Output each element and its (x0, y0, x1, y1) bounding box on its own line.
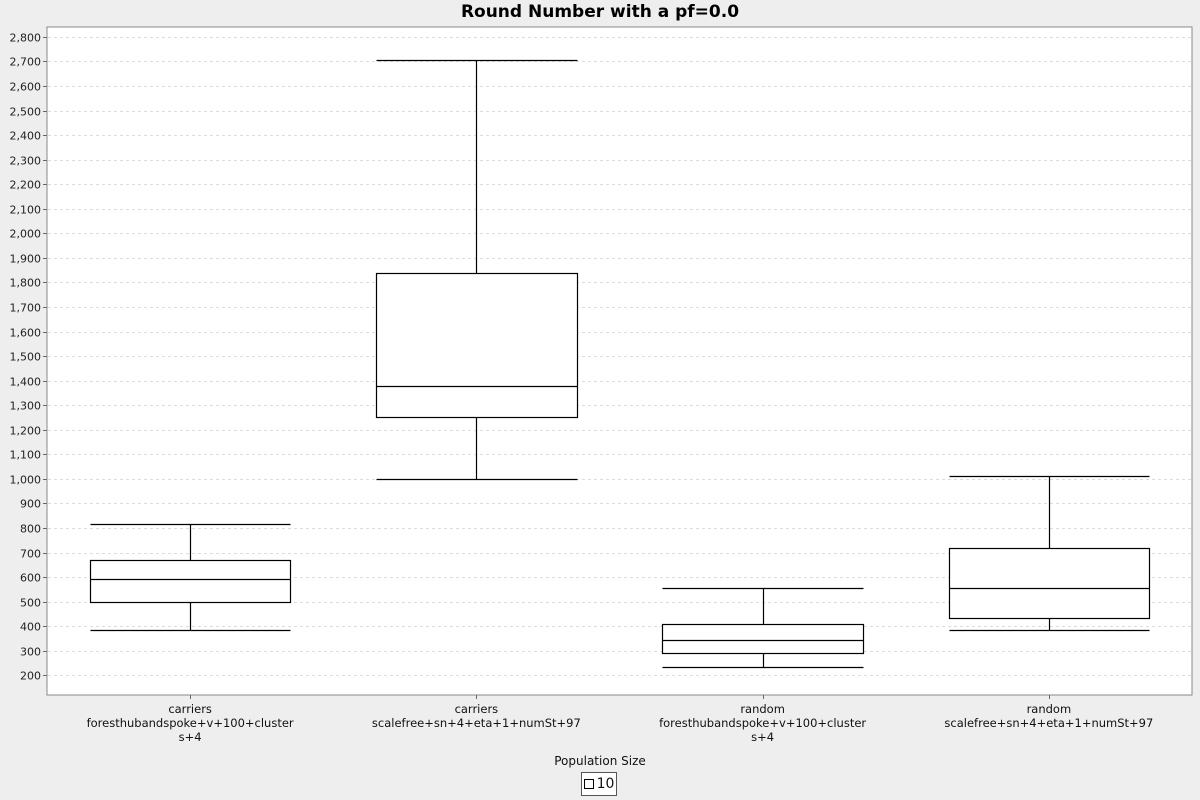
x-category-label: foresthubandspoke+v+100+cluster (87, 716, 294, 730)
y-tick-label: 1,600 (10, 327, 42, 340)
box-2 (375, 59, 579, 481)
box-3 (661, 587, 865, 669)
box-4 (948, 475, 1151, 632)
y-tick-label: 700 (20, 548, 41, 561)
box-1 (89, 523, 292, 632)
gridlines (48, 37, 1191, 676)
x-category-label: s+4 (751, 730, 774, 744)
x-category-label: random (1027, 702, 1072, 716)
y-tick-label: 1,400 (10, 376, 42, 389)
y-tick-label: 400 (20, 621, 41, 634)
box-iqr (948, 547, 1151, 620)
x-category-label: carriers (455, 702, 499, 716)
y-tick-label: 2,700 (10, 56, 42, 69)
y-tick-label: 1,100 (10, 449, 42, 462)
box-iqr (375, 272, 579, 419)
y-tick-label: 900 (20, 498, 41, 511)
y-tick-label: 2,500 (10, 106, 42, 119)
y-tick-label: 300 (20, 646, 41, 659)
legend-title: Population Size (554, 754, 646, 768)
x-axis: carriersforesthubandspoke+v+100+clusters… (87, 695, 1153, 744)
box-iqr (661, 623, 865, 655)
y-tick-label: 2,400 (10, 130, 42, 143)
legend-swatch (583, 779, 594, 789)
y-tick-label: 200 (20, 670, 41, 683)
y-tick-label: 500 (20, 597, 41, 610)
y-tick-label: 1,500 (10, 351, 42, 364)
box-iqr (89, 559, 292, 604)
y-tick-label: 1,700 (10, 302, 42, 315)
x-category-label: scalefree+sn+4+eta+1+numSt+97 (372, 716, 581, 730)
x-category-label: scalefree+sn+4+eta+1+numSt+97 (944, 716, 1153, 730)
y-tick-label: 2,800 (10, 32, 42, 45)
legend: 10 (581, 772, 617, 796)
y-tick-label: 2,300 (10, 155, 42, 168)
y-axis: 200 300 400 500 600 700 800 900 1,000 1,100 1,200 1… (10, 32, 47, 683)
y-tick-label: 600 (20, 572, 41, 585)
chart-title: Round Number with a pf=0.0 (460, 2, 740, 22)
y-tick-label: 2,200 (10, 179, 42, 192)
x-category-label: random (740, 702, 785, 716)
y-tick-label: 1,900 (10, 253, 42, 266)
y-tick-label: 2,600 (10, 81, 42, 94)
y-tick-label: 800 (20, 523, 41, 536)
y-tick-label: 1,300 (10, 400, 42, 413)
y-tick-label: 2,000 (10, 228, 42, 241)
x-category-label: foresthubandspoke+v+100+cluster (659, 716, 866, 730)
y-tick-label: 1,000 (10, 474, 42, 487)
y-tick-label: 1,800 (10, 277, 42, 290)
y-tick-label: 1,200 (10, 425, 42, 438)
y-tick-label: 2,100 (10, 204, 42, 217)
legend-label: 10 (596, 776, 615, 792)
x-category-label: s+4 (179, 730, 202, 744)
x-category-label: carriers (168, 702, 212, 716)
boxes (89, 59, 1151, 669)
